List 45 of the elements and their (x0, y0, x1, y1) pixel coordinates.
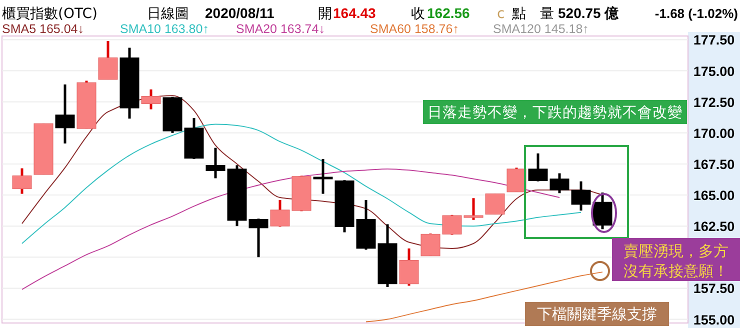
y-tick-label: 172.50 (693, 94, 735, 110)
text: 162.56 (427, 5, 470, 21)
candlestick (313, 158, 333, 196)
text: -1.68 (-1.02%) (654, 6, 738, 21)
text: 沒有承接意願！ (624, 262, 728, 280)
y-tick-label: 155.00 (693, 312, 735, 328)
y-tick-label: 175.00 (693, 64, 735, 79)
candlestick (141, 88, 161, 111)
text: SMA10 (120, 22, 161, 36)
candlestick (399, 247, 419, 287)
annotation: 下檔關鍵季線支撐 (537, 305, 657, 323)
annotation: 日落走勢不變，下跌的趨勢就不會改變 (428, 104, 682, 121)
candlestick (98, 40, 118, 81)
y-tick-label: 162.50 (693, 219, 735, 234)
text: 點 (511, 6, 526, 22)
text: 520.75 億 (558, 5, 620, 21)
y-tick-label: 177.50 (693, 32, 735, 48)
text: 2020/08/11 (205, 5, 275, 21)
text: SMA5 (2, 22, 36, 36)
candlestick (55, 83, 75, 145)
line-series (22, 168, 560, 290)
candlestick (12, 167, 32, 196)
text: 163.80↑ (164, 22, 209, 36)
y-tick-label: 157.50 (693, 281, 735, 296)
y-tick-label: 170.00 (693, 126, 735, 141)
candlestick (485, 194, 505, 215)
y-tick-label: 167.50 (693, 156, 735, 172)
candlestick (506, 166, 526, 194)
text: 164.43 (333, 5, 376, 21)
text: 量 (540, 6, 554, 22)
y-tick-label: 165.00 (693, 188, 735, 204)
text: SMA20 (236, 22, 277, 36)
text: 開 (318, 6, 332, 22)
text: 日線圖 (147, 6, 189, 22)
text: 收 (411, 6, 425, 22)
text: SMA60 (370, 22, 411, 36)
text: c (497, 6, 505, 22)
chart-title: 櫃買指數(OTC) (2, 6, 98, 22)
line-series (22, 124, 582, 244)
text: 163.74↓ (280, 22, 325, 36)
text: 165.04↓ (40, 22, 84, 36)
text: 145.18↑ (544, 22, 589, 36)
text: 158.76↑ (414, 22, 459, 36)
legend-label: SMA120 (493, 22, 541, 36)
text: 賣壓湧現，多方 (624, 242, 728, 260)
